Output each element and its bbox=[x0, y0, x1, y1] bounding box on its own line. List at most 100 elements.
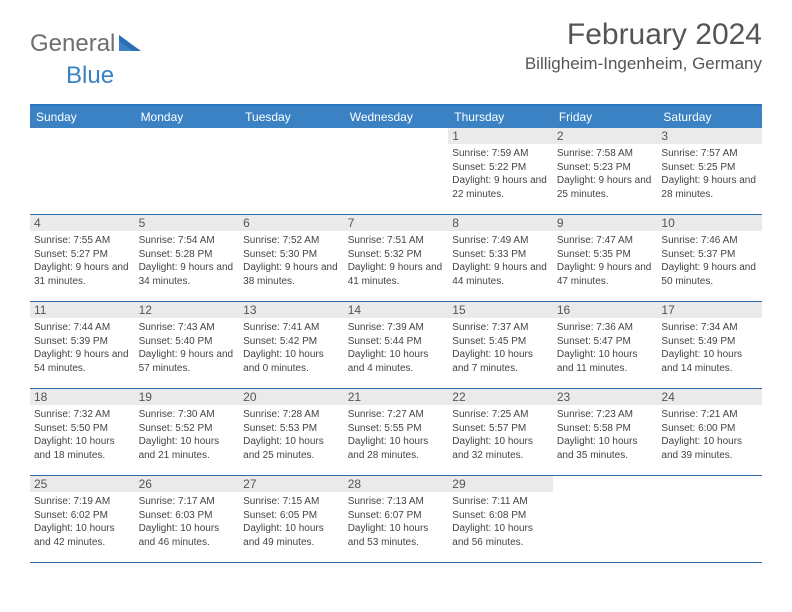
sunrise-line: Sunrise: 7:21 AM bbox=[661, 408, 758, 422]
sunset-line: Sunset: 5:57 PM bbox=[452, 422, 549, 436]
daylight-line: Daylight: 9 hours and 54 minutes. bbox=[34, 348, 131, 375]
day-cell bbox=[553, 476, 658, 562]
day-cell: 9Sunrise: 7:47 AMSunset: 5:35 PMDaylight… bbox=[553, 215, 658, 301]
sunset-line: Sunset: 5:58 PM bbox=[557, 422, 654, 436]
sunrise-line: Sunrise: 7:41 AM bbox=[243, 321, 340, 335]
sunrise-line: Sunrise: 7:37 AM bbox=[452, 321, 549, 335]
day-cell: 2Sunrise: 7:58 AMSunset: 5:23 PMDaylight… bbox=[553, 128, 658, 214]
sunrise-line: Sunrise: 7:19 AM bbox=[34, 495, 131, 509]
day-cell: 19Sunrise: 7:30 AMSunset: 5:52 PMDayligh… bbox=[135, 389, 240, 475]
brand-logo: General bbox=[30, 18, 143, 58]
sunset-line: Sunset: 5:45 PM bbox=[452, 335, 549, 349]
day-cell: 26 Sunrise: 7:17 AMSunset: 6:03 PMDayligh… bbox=[135, 476, 240, 562]
sunset-line: Sunset: 5:32 PM bbox=[348, 248, 445, 262]
sunset-line: Sunset: 5:50 PM bbox=[34, 422, 131, 436]
day-details: Sunrise: 7:49 AMSunset: 5:33 PMDaylight:… bbox=[452, 234, 549, 288]
sunset-line: Sunset: 6:03 PM bbox=[139, 509, 236, 523]
sunrise-line: Sunrise: 7:15 AM bbox=[243, 495, 340, 509]
day-number: 11 bbox=[30, 302, 135, 318]
day-details: Sunrise: 7:30 AMSunset: 5:52 PMDaylight:… bbox=[139, 408, 236, 462]
daylight-line: Daylight: 10 hours and 25 minutes. bbox=[243, 435, 340, 462]
day-details: Sunrise: 7:57 AMSunset: 5:25 PMDaylight:… bbox=[661, 147, 758, 201]
day-cell: 3 Sunrise: 7:57 AMSunset: 5:25 PMDaylight… bbox=[657, 128, 762, 214]
day-details: Sunrise: 7:28 AMSunset: 5:53 PMDaylight:… bbox=[243, 408, 340, 462]
sunrise-line: Sunrise: 7:55 AM bbox=[34, 234, 131, 248]
day-details: Sunrise: 7:51 AMSunset: 5:32 PMDaylight:… bbox=[348, 234, 445, 288]
title-block: February 2024 Billigheim-Ingenheim, Germ… bbox=[525, 18, 762, 74]
calendar-header: Sunday Monday Tuesday Wednesday Thursday… bbox=[30, 106, 762, 128]
day-details: Sunrise: 7:43 AMSunset: 5:40 PMDaylight:… bbox=[139, 321, 236, 375]
dayheader-fri: Friday bbox=[553, 106, 658, 128]
day-cell: 21Sunrise: 7:27 AMSunset: 5:55 PMDayligh… bbox=[344, 389, 449, 475]
sunset-line: Sunset: 5:22 PM bbox=[452, 161, 549, 175]
sunset-line: Sunset: 5:42 PM bbox=[243, 335, 340, 349]
brand-part1: General bbox=[30, 30, 115, 58]
sunrise-line: Sunrise: 7:28 AM bbox=[243, 408, 340, 422]
dayheader-sat: Saturday bbox=[657, 106, 762, 128]
day-cell: 27Sunrise: 7:15 AMSunset: 6:05 PMDayligh… bbox=[239, 476, 344, 562]
day-cell bbox=[239, 128, 344, 214]
daylight-line: Daylight: 10 hours and 7 minutes. bbox=[452, 348, 549, 375]
sunset-line: Sunset: 5:28 PM bbox=[139, 248, 236, 262]
day-details: Sunrise: 7:32 AMSunset: 5:50 PMDaylight:… bbox=[34, 408, 131, 462]
triangle-icon bbox=[119, 30, 143, 58]
day-cell: 20Sunrise: 7:28 AMSunset: 5:53 PMDayligh… bbox=[239, 389, 344, 475]
daylight-line: Daylight: 10 hours and 4 minutes. bbox=[348, 348, 445, 375]
sunrise-line: Sunrise: 7:17 AM bbox=[139, 495, 236, 509]
sunrise-line: Sunrise: 7:52 AM bbox=[243, 234, 340, 248]
sunset-line: Sunset: 5:23 PM bbox=[557, 161, 654, 175]
sunset-line: Sunset: 5:44 PM bbox=[348, 335, 445, 349]
sunset-line: Sunset: 6:00 PM bbox=[661, 422, 758, 436]
calendar: Sunday Monday Tuesday Wednesday Thursday… bbox=[30, 104, 762, 563]
day-cell: 6Sunrise: 7:52 AMSunset: 5:30 PMDaylight… bbox=[239, 215, 344, 301]
sunset-line: Sunset: 5:25 PM bbox=[661, 161, 758, 175]
day-cell bbox=[135, 128, 240, 214]
daylight-line: Daylight: 10 hours and 32 minutes. bbox=[452, 435, 549, 462]
sunset-line: Sunset: 5:37 PM bbox=[661, 248, 758, 262]
week-row: 11Sunrise: 7:44 AMSunset: 5:39 PMDayligh… bbox=[30, 302, 762, 389]
daylight-line: Daylight: 9 hours and 41 minutes. bbox=[348, 261, 445, 288]
day-details: Sunrise: 7:13 AMSunset: 6:07 PMDaylight:… bbox=[348, 495, 445, 549]
sunset-line: Sunset: 6:07 PM bbox=[348, 509, 445, 523]
day-number: 13 bbox=[239, 302, 344, 318]
sunset-line: Sunset: 5:53 PM bbox=[243, 422, 340, 436]
day-details: Sunrise: 7:37 AMSunset: 5:45 PMDaylight:… bbox=[452, 321, 549, 375]
day-cell: 10Sunrise: 7:46 AMSunset: 5:37 PMDayligh… bbox=[657, 215, 762, 301]
daylight-line: Daylight: 10 hours and 28 minutes. bbox=[348, 435, 445, 462]
day-number: 8 bbox=[448, 215, 553, 231]
sunset-line: Sunset: 6:05 PM bbox=[243, 509, 340, 523]
day-cell: 25Sunrise: 7:19 AMSunset: 6:02 PMDayligh… bbox=[30, 476, 135, 562]
dayheader-sun: Sunday bbox=[30, 106, 135, 128]
day-number: 9 bbox=[553, 215, 658, 231]
day-details: Sunrise: 7:21 AMSunset: 6:00 PMDaylight:… bbox=[661, 408, 758, 462]
day-details: Sunrise: 7:58 AMSunset: 5:23 PMDaylight:… bbox=[557, 147, 654, 201]
day-cell: 12Sunrise: 7:43 AMSunset: 5:40 PMDayligh… bbox=[135, 302, 240, 388]
day-cell: 24Sunrise: 7:21 AMSunset: 6:00 PMDayligh… bbox=[657, 389, 762, 475]
daylight-line: Daylight: 10 hours and 53 minutes. bbox=[348, 522, 445, 549]
daylight-line: Daylight: 10 hours and 18 minutes. bbox=[34, 435, 131, 462]
daylight-line: Daylight: 10 hours and 21 minutes. bbox=[139, 435, 236, 462]
page: General February 2024 Billigheim-Ingenhe… bbox=[0, 0, 792, 583]
sunset-line: Sunset: 5:40 PM bbox=[139, 335, 236, 349]
day-cell: 29Sunrise: 7:11 AMSunset: 6:08 PMDayligh… bbox=[448, 476, 553, 562]
day-details: Sunrise: 7:17 AMSunset: 6:03 PMDaylight:… bbox=[139, 495, 236, 549]
title-month: February 2024 bbox=[525, 18, 762, 52]
sunrise-line: Sunrise: 7:23 AM bbox=[557, 408, 654, 422]
day-number: 3 bbox=[657, 128, 762, 144]
day-cell: 18Sunrise: 7:32 AMSunset: 5:50 PMDayligh… bbox=[30, 389, 135, 475]
day-cell: 11Sunrise: 7:44 AMSunset: 5:39 PMDayligh… bbox=[30, 302, 135, 388]
day-number: 26 bbox=[135, 476, 240, 492]
daylight-line: Daylight: 9 hours and 50 minutes. bbox=[661, 261, 758, 288]
daylight-line: Daylight: 10 hours and 46 minutes. bbox=[139, 522, 236, 549]
sunrise-line: Sunrise: 7:39 AM bbox=[348, 321, 445, 335]
day-details: Sunrise: 7:15 AMSunset: 6:05 PMDaylight:… bbox=[243, 495, 340, 549]
day-number: 23 bbox=[553, 389, 658, 405]
day-number: 22 bbox=[448, 389, 553, 405]
weeks-container: 1Sunrise: 7:59 AMSunset: 5:22 PMDaylight… bbox=[30, 128, 762, 563]
day-number: 14 bbox=[344, 302, 449, 318]
day-cell: 23Sunrise: 7:23 AMSunset: 5:58 PMDayligh… bbox=[553, 389, 658, 475]
day-details: Sunrise: 7:54 AMSunset: 5:28 PMDaylight:… bbox=[139, 234, 236, 288]
daylight-line: Daylight: 9 hours and 38 minutes. bbox=[243, 261, 340, 288]
sunset-line: Sunset: 5:49 PM bbox=[661, 335, 758, 349]
sunset-line: Sunset: 5:27 PM bbox=[34, 248, 131, 262]
